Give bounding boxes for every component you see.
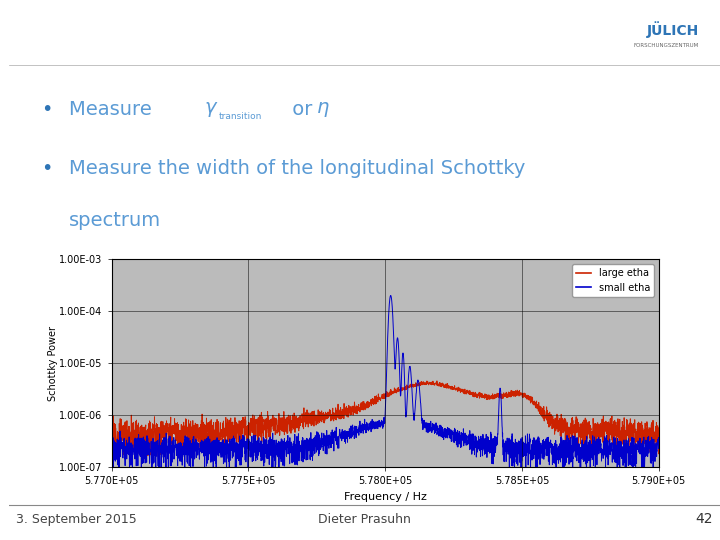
Text: or: or: [286, 100, 319, 119]
small etha: [202, 446, 211, 453]
large etha: [585, 425, 594, 431]
X-axis label: Frequency / Hz: Frequency / Hz: [343, 492, 427, 502]
small etha: [341, 429, 350, 436]
Text: Dieter Prasuhn: Dieter Prasuhn: [318, 513, 410, 526]
large etha: [202, 438, 211, 444]
Text: $\gamma$: $\gamma$: [204, 100, 219, 119]
small etha: [585, 441, 594, 448]
large etha: [107, 426, 116, 433]
Text: FORSCHUNGSZENTRUM: FORSCHUNGSZENTRUM: [634, 43, 698, 48]
Text: $\eta$: $\eta$: [316, 100, 330, 119]
Text: •: •: [40, 100, 52, 119]
Text: Measure the width of the longitudinal Schottky: Measure the width of the longitudinal Sc…: [69, 159, 526, 178]
small etha: [170, 452, 179, 458]
Text: •: •: [40, 159, 52, 178]
large etha: [170, 425, 179, 431]
Text: 42: 42: [696, 512, 713, 526]
large etha: [318, 408, 326, 414]
large etha: [341, 408, 350, 415]
Text: Measure: Measure: [69, 100, 158, 119]
large etha: [654, 424, 663, 431]
small etha: [128, 469, 137, 475]
Line: small etha: small etha: [112, 295, 659, 472]
small etha: [654, 440, 663, 446]
Text: JÜLICH: JÜLICH: [647, 22, 698, 38]
small etha: [387, 292, 395, 299]
Y-axis label: Schottky Power: Schottky Power: [48, 326, 58, 401]
Legend: large etha, small etha: large etha, small etha: [572, 264, 654, 296]
small etha: [318, 435, 326, 441]
Text: transition: transition: [218, 112, 262, 121]
large etha: [644, 432, 653, 438]
small etha: [644, 440, 653, 446]
large etha: [433, 377, 441, 384]
Text: 3. September 2015: 3. September 2015: [16, 513, 137, 526]
Text: spectrum: spectrum: [69, 211, 161, 229]
large etha: [112, 454, 121, 461]
small etha: [107, 449, 116, 455]
Line: large etha: large etha: [112, 381, 659, 457]
